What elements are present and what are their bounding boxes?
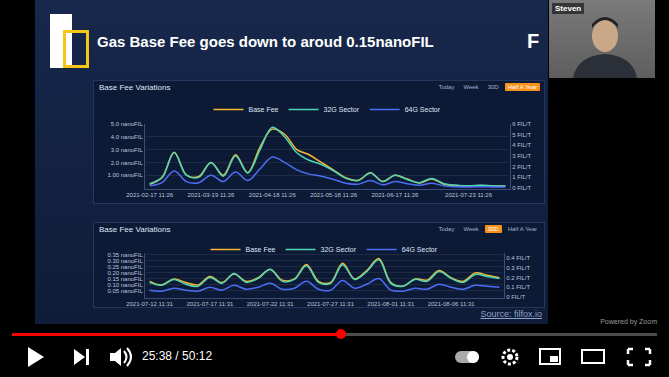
svg-text:0.20 nanoFIL: 0.20 nanoFIL [107,270,143,276]
html-text:30D: 30D [487,226,499,232]
html-text:Half A Year: Half A Year [507,226,537,232]
svg-text:32G Sector: 32G Sector [324,106,360,113]
html-text:Base Fee Variations: Base Fee Variations [99,83,171,92]
svg-text:3.0 nanoFIL: 3.0 nanoFIL [111,147,144,153]
svg-text:6 FIL/T: 6 FIL/T [512,121,531,127]
svg-text:2021-08-06 11:31: 2021-08-06 11:31 [428,301,476,307]
svg-text:2021-07-22 11:31: 2021-07-22 11:31 [247,301,295,307]
svg-text:2021-07-23 11:26: 2021-07-23 11:26 [445,192,493,198]
svg-text:0.2 FIL/T: 0.2 FIL/T [506,275,530,281]
html-text:30D: 30D [487,84,499,90]
html-text:Powered by Zoom: Powered by Zoom [600,318,657,325]
svg-text:2021-04-18 11:26: 2021-04-18 11:26 [249,192,297,198]
svg-text:0.1 FIL/T: 0.1 FIL/T [506,284,530,290]
html-text:F: F [527,30,540,52]
svg-text:0.3 FIL/T: 0.3 FIL/T [506,265,530,271]
svg-text:2021-03-19 11:26: 2021-03-19 11:26 [188,192,236,198]
html-text:Steven: Steven [555,4,582,13]
svg-text:64G Sector: 64G Sector [405,106,441,113]
html-text:Week: Week [463,226,479,232]
html-text:Half A Year: Half A Year [507,84,537,90]
svg-text:0.25 nanoFIL: 0.25 nanoFIL [107,264,143,270]
svg-text:0.4 FIL/T: 0.4 FIL/T [506,255,530,261]
svg-text:0.15 nanoFIL: 0.15 nanoFIL [107,276,143,282]
svg-text:5 FIL/T: 5 FIL/T [512,132,531,138]
svg-text:2021-07-27 11:31: 2021-07-27 11:31 [307,301,355,307]
svg-text:0 FIL/T: 0 FIL/T [512,185,531,191]
svg-text:1 FIL/T: 1 FIL/T [512,174,531,180]
svg-text:Base Fee: Base Fee [246,246,276,253]
html-text:Today: Today [438,84,455,90]
svg-text:1.00 nanoFIL: 1.00 nanoFIL [107,172,143,178]
svg-text:64G Sector: 64G Sector [402,246,438,253]
svg-text:2021-07-12 11:31: 2021-07-12 11:31 [126,301,174,307]
svg-text:5.0 nanoFIL: 5.0 nanoFIL [111,121,144,127]
svg-text:2.0 nanoFIL: 2.0 nanoFIL [111,160,144,166]
svg-text:Base Fee: Base Fee [249,106,279,113]
html-text:Base Fee Variations: Base Fee Variations [99,225,171,234]
html-text:25:38 / 50:12: 25:38 / 50:12 [142,349,213,363]
svg-text:32G Sector: 32G Sector [321,246,357,253]
html-text:Today: Today [438,226,455,232]
html-text:Week: Week [463,84,479,90]
svg-text:0.35 nanoFIL: 0.35 nanoFIL [107,252,143,258]
svg-text:3 FIL/T: 3 FIL/T [512,153,531,159]
svg-text:0 FIL/T: 0 FIL/T [506,294,525,300]
svg-text:2021-07-17 11:31: 2021-07-17 11:31 [186,301,234,307]
svg-text:0.30 nanoFIL: 0.30 nanoFIL [107,258,143,264]
svg-text:0.05 nanoFIL: 0.05 nanoFIL [107,288,143,294]
svg-text:2 FIL/T: 2 FIL/T [512,164,531,170]
svg-text:4.0 nanoFIL: 4.0 nanoFIL [111,134,144,140]
svg-text:0.10 nanoFIL: 0.10 nanoFIL [107,282,143,288]
svg-text:4 FIL/T: 4 FIL/T [512,142,531,148]
html-text:Gas Base Fee goes down to arou: Gas Base Fee goes down to aroud 0.15nano… [97,33,434,50]
html-text:Source: filfox.io: Source: filfox.io [480,309,542,319]
svg-text:2021-08-01 11:31: 2021-08-01 11:31 [367,301,415,307]
svg-text:2021-05-18 11:26: 2021-05-18 11:26 [310,192,358,198]
svg-text:2021-06-17 11:26: 2021-06-17 11:26 [371,192,419,198]
svg-text:2021-02-17 11:26: 2021-02-17 11:26 [126,192,174,198]
